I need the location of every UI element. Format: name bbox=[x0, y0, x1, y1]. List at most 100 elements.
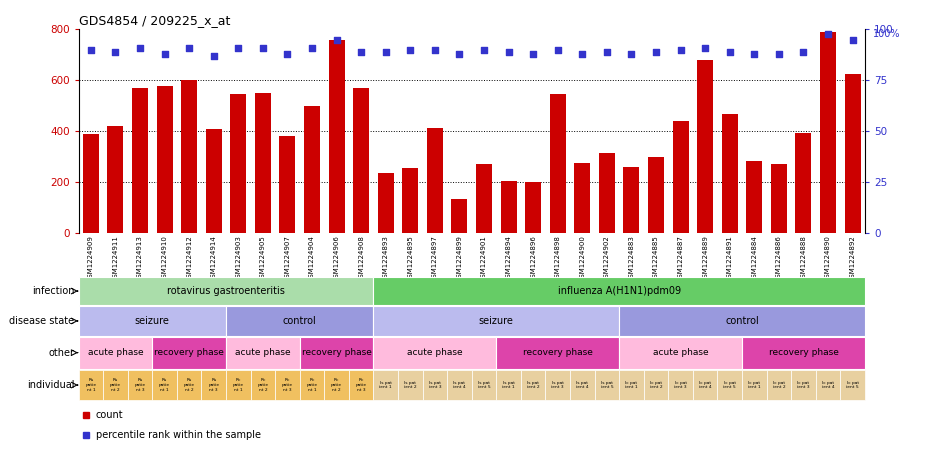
Bar bbox=[648, 157, 664, 233]
Bar bbox=[325, 370, 349, 400]
Text: Rs
patie
nt 1: Rs patie nt 1 bbox=[159, 378, 170, 392]
Point bbox=[206, 52, 221, 59]
Point bbox=[157, 50, 172, 58]
Text: GSM1224908: GSM1224908 bbox=[358, 236, 364, 282]
Text: GSM1224896: GSM1224896 bbox=[530, 236, 536, 282]
Bar bbox=[742, 370, 767, 400]
Text: Is pat
ient 2: Is pat ient 2 bbox=[404, 381, 416, 389]
Text: Is pat
ient 4: Is pat ient 4 bbox=[453, 381, 466, 389]
Bar bbox=[156, 86, 173, 233]
Text: other: other bbox=[48, 347, 74, 358]
Bar bbox=[398, 370, 423, 400]
Text: GSM1224912: GSM1224912 bbox=[186, 236, 192, 282]
Text: Ic pat
ient 5: Ic pat ient 5 bbox=[723, 381, 736, 389]
Bar bbox=[447, 370, 472, 400]
Bar bbox=[251, 370, 276, 400]
Bar bbox=[497, 370, 521, 400]
Bar bbox=[353, 88, 369, 233]
Text: GSM1224902: GSM1224902 bbox=[604, 236, 610, 282]
Bar bbox=[230, 94, 246, 233]
Text: 100%: 100% bbox=[873, 29, 900, 39]
Bar bbox=[153, 337, 226, 369]
Text: GSM1224913: GSM1224913 bbox=[137, 236, 143, 282]
Bar bbox=[451, 199, 467, 233]
Bar bbox=[300, 370, 325, 400]
Text: GSM1224886: GSM1224886 bbox=[776, 236, 782, 282]
Text: GSM1224894: GSM1224894 bbox=[506, 236, 512, 282]
Text: GSM1224893: GSM1224893 bbox=[383, 236, 388, 282]
Text: influenza A(H1N1)pdm09: influenza A(H1N1)pdm09 bbox=[558, 286, 681, 296]
Point bbox=[280, 50, 295, 58]
Bar bbox=[767, 370, 791, 400]
Bar bbox=[598, 153, 615, 233]
Point bbox=[378, 48, 393, 55]
Text: GSM1224910: GSM1224910 bbox=[162, 236, 167, 282]
Text: GSM1224892: GSM1224892 bbox=[849, 236, 856, 282]
Bar bbox=[128, 370, 153, 400]
Bar bbox=[226, 337, 300, 369]
Bar bbox=[107, 126, 123, 233]
Text: Rs
patie
nt 3: Rs patie nt 3 bbox=[208, 378, 219, 392]
Text: GSM1224907: GSM1224907 bbox=[285, 236, 290, 282]
Text: GSM1224903: GSM1224903 bbox=[235, 236, 241, 282]
Bar bbox=[619, 306, 865, 336]
Bar bbox=[722, 114, 738, 233]
Text: GSM1224905: GSM1224905 bbox=[260, 236, 265, 282]
Text: GSM1224895: GSM1224895 bbox=[407, 236, 413, 282]
Bar bbox=[276, 370, 300, 400]
Text: Is pat
ient 5: Is pat ient 5 bbox=[477, 381, 490, 389]
Text: GSM1224884: GSM1224884 bbox=[751, 236, 758, 282]
Text: acute phase: acute phase bbox=[407, 348, 462, 357]
Text: Is pat
ient 2: Is pat ient 2 bbox=[527, 381, 539, 389]
Text: GSM1224900: GSM1224900 bbox=[579, 236, 586, 282]
Text: rotavirus gastroenteritis: rotavirus gastroenteritis bbox=[167, 286, 285, 296]
Bar bbox=[300, 337, 374, 369]
Text: Ic pat
ient 1: Ic pat ient 1 bbox=[625, 381, 637, 389]
Point bbox=[697, 44, 712, 51]
Bar bbox=[153, 370, 177, 400]
Bar bbox=[746, 161, 762, 233]
Bar bbox=[79, 337, 153, 369]
Text: Rs
patie
nt 2: Rs patie nt 2 bbox=[184, 378, 195, 392]
Text: Rc
patie
nt 2: Rc patie nt 2 bbox=[331, 378, 342, 392]
Point bbox=[132, 44, 147, 51]
Point bbox=[673, 46, 688, 53]
Bar bbox=[595, 370, 619, 400]
Bar bbox=[697, 60, 713, 233]
Text: Rc
patie
nt 3: Rc patie nt 3 bbox=[282, 378, 293, 392]
Bar bbox=[79, 277, 374, 305]
Point bbox=[771, 50, 786, 58]
Bar bbox=[791, 370, 816, 400]
Bar bbox=[402, 169, 418, 233]
Bar bbox=[521, 370, 546, 400]
Text: GSM1224914: GSM1224914 bbox=[211, 236, 216, 282]
Text: disease state: disease state bbox=[9, 316, 74, 326]
Bar bbox=[377, 173, 394, 233]
Text: GSM1224911: GSM1224911 bbox=[113, 236, 118, 282]
Point bbox=[476, 46, 491, 53]
Text: Ic pat
ient 2: Ic pat ient 2 bbox=[649, 381, 662, 389]
Point bbox=[845, 36, 860, 43]
Bar bbox=[619, 370, 644, 400]
Text: GSM1224889: GSM1224889 bbox=[702, 236, 709, 282]
Bar bbox=[820, 32, 836, 233]
Bar bbox=[205, 129, 222, 233]
Point bbox=[648, 48, 663, 55]
Point bbox=[108, 48, 123, 55]
Text: GSM1224890: GSM1224890 bbox=[825, 236, 831, 282]
Bar bbox=[718, 370, 742, 400]
Text: Rs
patie
nt 1: Rs patie nt 1 bbox=[85, 378, 96, 392]
Bar bbox=[742, 337, 865, 369]
Bar bbox=[104, 370, 128, 400]
Bar bbox=[497, 337, 619, 369]
Text: Is pat
ient 4: Is pat ient 4 bbox=[576, 381, 588, 389]
Text: Ic pat
ient 5: Ic pat ient 5 bbox=[846, 381, 859, 389]
Bar bbox=[672, 121, 688, 233]
Point bbox=[746, 50, 761, 58]
Bar bbox=[255, 93, 271, 233]
Point bbox=[452, 50, 467, 58]
Bar bbox=[79, 370, 104, 400]
Text: count: count bbox=[96, 410, 123, 419]
Text: recovery phase: recovery phase bbox=[302, 348, 372, 357]
Bar bbox=[668, 370, 693, 400]
